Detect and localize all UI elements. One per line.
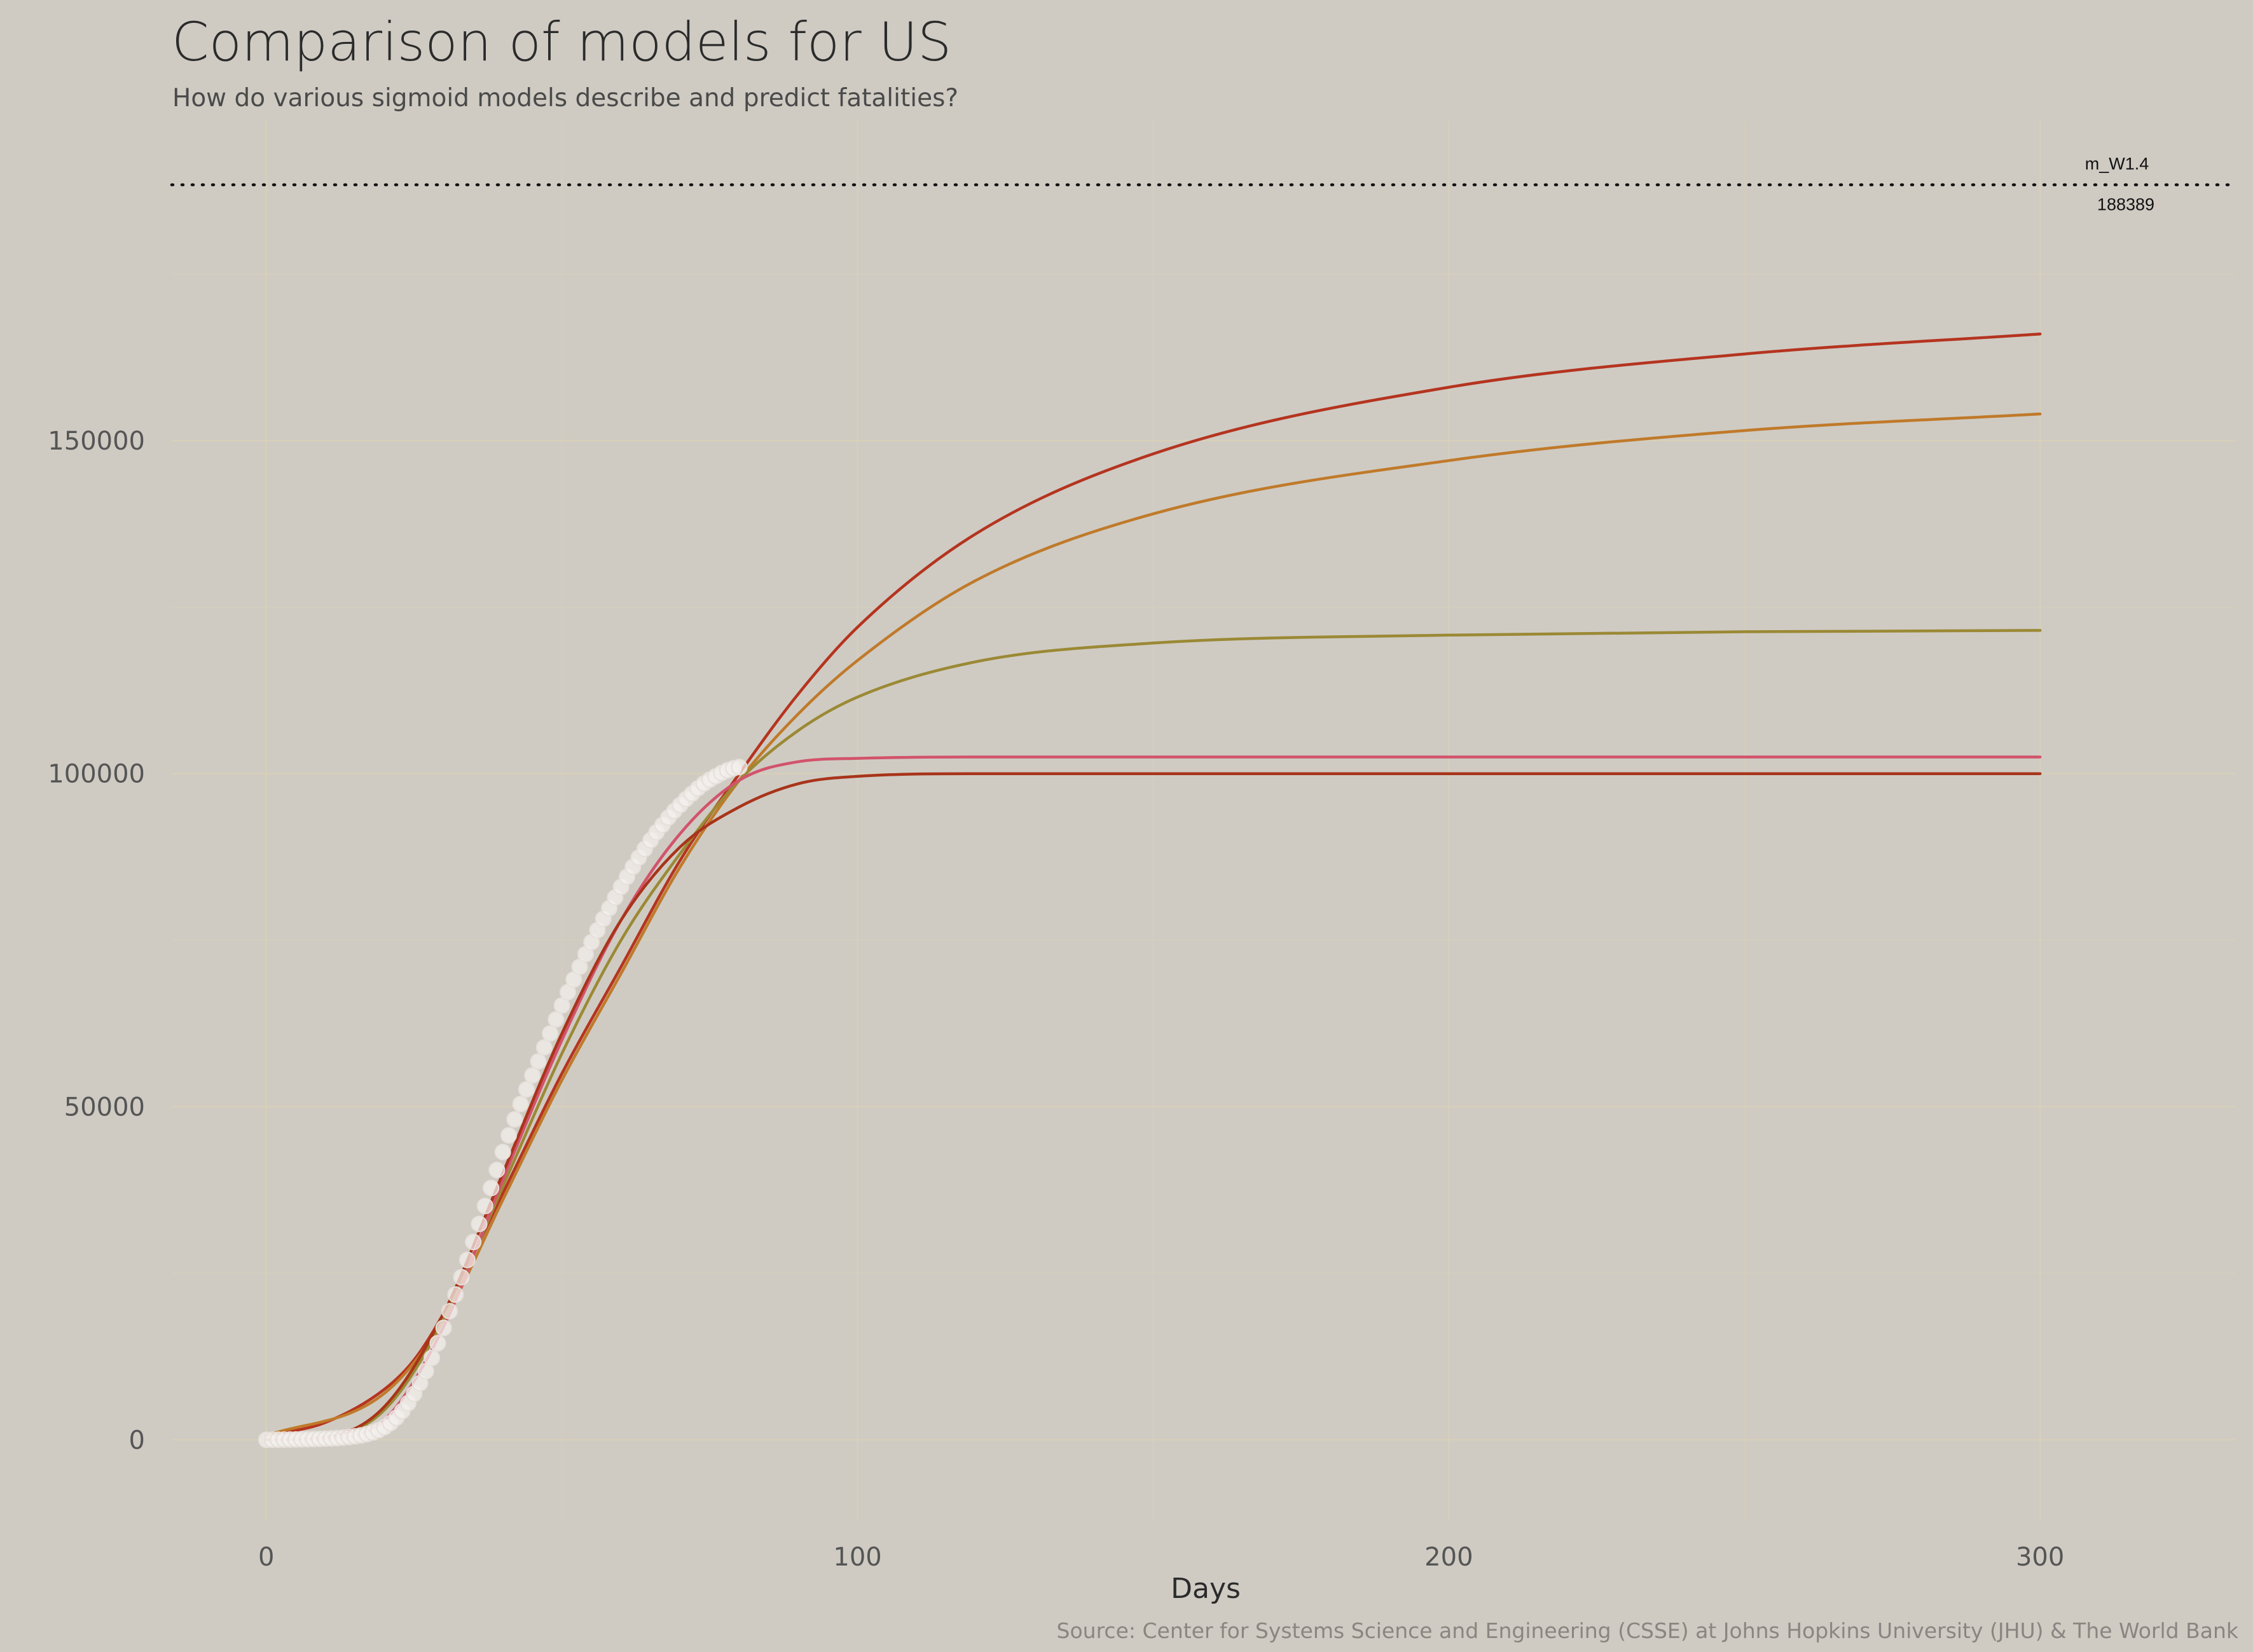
observed-point [471,1215,488,1232]
x-axis-title: Days [1171,1573,1241,1605]
x-axis-ticks: 0 100 200 300 [258,1543,2064,1572]
reference-line-value: 188389 [2097,195,2154,214]
observed-point [512,1096,529,1113]
observed-point [465,1234,482,1251]
observed-point [500,1127,517,1144]
observed-point [447,1286,464,1303]
observed-point [429,1335,446,1352]
observed-point [518,1081,535,1098]
x-tick-label: 300 [2016,1543,2064,1572]
source-caption: Source: Center for Systems Science and E… [1057,1618,2239,1643]
observed-point [524,1067,541,1084]
chart-subtitle: How do various sigmoid models describe a… [172,84,958,113]
observed-point [548,1011,565,1028]
observed-point [458,1251,476,1269]
y-axis-ticks: 0 50000 100000 150000 [48,427,145,1455]
observed-point [731,759,748,776]
chart-title: Comparison of models for US [172,11,951,73]
x-tick-label: 0 [258,1543,274,1572]
y-tick-label: 0 [129,1426,145,1455]
x-tick-label: 200 [1424,1543,1473,1572]
y-tick-label: 50000 [64,1092,145,1122]
reference-line-label: m_W1.4 [2085,155,2149,174]
x-tick-label: 100 [833,1543,881,1572]
y-tick-label: 150000 [48,427,145,456]
y-tick-label: 100000 [48,760,145,789]
observed-point [506,1111,523,1128]
observed-point [494,1143,511,1160]
gridlines [172,121,2235,1520]
observed-point [435,1319,452,1337]
observed-point [441,1303,458,1320]
observed-point [424,1349,441,1366]
observed-point [483,1180,500,1197]
observed-point [542,1025,559,1042]
observed-point [476,1197,493,1215]
observed-point [530,1053,547,1070]
observed-point [453,1269,470,1286]
observed-point [535,1039,553,1056]
reference-line-group: m_W1.4 188389 [170,155,2237,214]
model-line-2 [265,412,2042,1438]
observed-point [488,1162,506,1178]
observed-points [258,759,748,1449]
